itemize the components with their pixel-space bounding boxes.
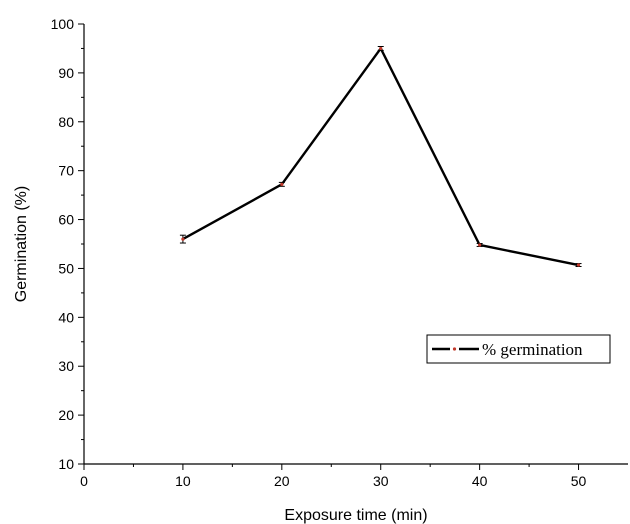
series-line <box>182 47 579 267</box>
x-tick-label: 30 <box>373 473 389 489</box>
x-tick-label: 20 <box>274 473 290 489</box>
y-tick-label: 80 <box>58 114 74 130</box>
data-point <box>379 46 383 51</box>
series-layer <box>179 45 582 267</box>
data-point <box>280 182 284 186</box>
data-point <box>478 243 482 247</box>
y-tick-label: 20 <box>58 407 74 423</box>
y-tick-label: 60 <box>58 212 74 228</box>
x-tick-label: 40 <box>472 473 488 489</box>
y-tick-label: 90 <box>58 65 74 81</box>
y-tick-label: 100 <box>51 16 75 32</box>
legend-entry-label: % germination <box>482 340 583 359</box>
y-tick-label: 50 <box>58 260 74 276</box>
y-tick-label: 40 <box>58 309 74 325</box>
legend-marker-swatch <box>452 347 457 351</box>
x-tick-label: 10 <box>175 473 191 489</box>
x-axis-label: Exposure time (min) <box>284 507 427 524</box>
tick-labels: 0 10 20 30 40 50 10 20 30 40 50 60 70 80 90 100 <box>51 16 587 489</box>
data-point <box>181 237 185 241</box>
y-tick-label: 70 <box>58 163 74 179</box>
legend-box <box>426 334 611 364</box>
y-tick-label: 30 <box>58 358 74 374</box>
y-tick-label: 10 <box>58 456 74 472</box>
legend: % germination <box>426 334 611 364</box>
x-tick-label: 50 <box>571 473 587 489</box>
y-axis-label: Germination (%) <box>13 186 30 302</box>
x-tick-label: 0 <box>80 473 88 489</box>
axes <box>83 24 628 465</box>
data-point <box>576 263 581 267</box>
tick-marks <box>78 23 580 470</box>
